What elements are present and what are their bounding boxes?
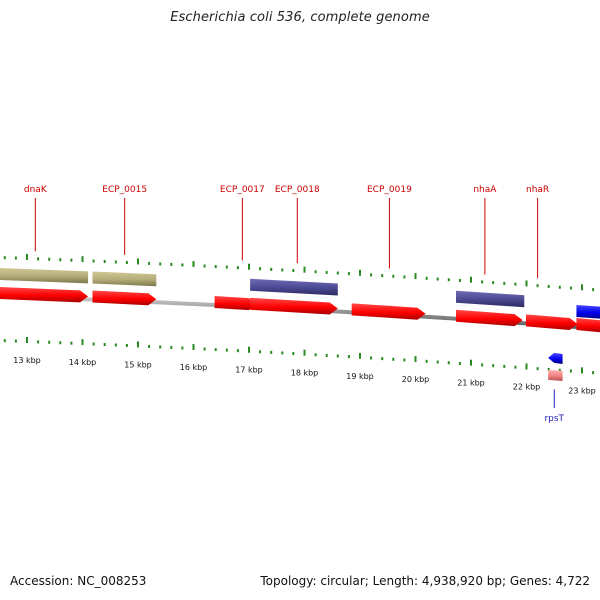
feature-cds-arrow (456, 309, 523, 327)
feature-cds-arrow (214, 296, 257, 311)
ruler-label: 14 kbp (69, 358, 97, 367)
feature-cds-arrow (525, 314, 578, 331)
feature-gene-blue (576, 304, 600, 319)
ruler-label: 21 kbp (457, 379, 485, 388)
gene-label-ecp_0017[interactable]: ECP_0017 (220, 185, 265, 195)
ruler-label: 18 kbp (291, 369, 319, 378)
ruler-label: 22 kbp (513, 382, 541, 391)
gene-label-nhar[interactable]: nhaR (526, 185, 549, 195)
feature-cds-arrow (0, 287, 89, 303)
genome-summary-text: Topology: circular; Length: 4,938,920 bp… (260, 574, 590, 588)
gene-label-ecp_0018[interactable]: ECP_0018 (275, 185, 320, 195)
ruler-label: 17 kbp (235, 366, 263, 375)
gene-label-ecp_0015[interactable]: ECP_0015 (102, 185, 147, 195)
page-title: Escherichia coli 536, complete genome (170, 10, 430, 25)
feature-gene-olive (0, 268, 89, 284)
gene-label-rpst[interactable]: rpsT (544, 414, 564, 424)
feature-minus-light (548, 369, 563, 381)
feature-gene-purple (250, 278, 338, 296)
feature-cds-arrow (351, 303, 426, 320)
ruler-label: 19 kbp (346, 372, 374, 381)
feature-gene-purple (456, 290, 525, 308)
feature-cds-arrow (250, 297, 338, 315)
gene-label-dnak[interactable]: dnaK (24, 185, 48, 195)
gene-label-ecp_0019[interactable]: ECP_0019 (367, 185, 412, 195)
feature-cds-arrow (576, 317, 600, 333)
feature-gene-olive (92, 271, 157, 287)
feature-minus-blue (548, 352, 563, 364)
ruler-label: 20 kbp (402, 375, 430, 384)
ruler-label: 15 kbp (124, 360, 152, 369)
ruler-label: 23 kbp (568, 386, 596, 395)
gene-label-nhaa[interactable]: nhaA (473, 185, 497, 195)
accession-text: Accession: NC_008253 (10, 574, 147, 588)
feature-cds-arrow (92, 290, 157, 306)
ruler-label: 13 kbp (13, 356, 41, 365)
ruler-label: 16 kbp (180, 363, 208, 372)
